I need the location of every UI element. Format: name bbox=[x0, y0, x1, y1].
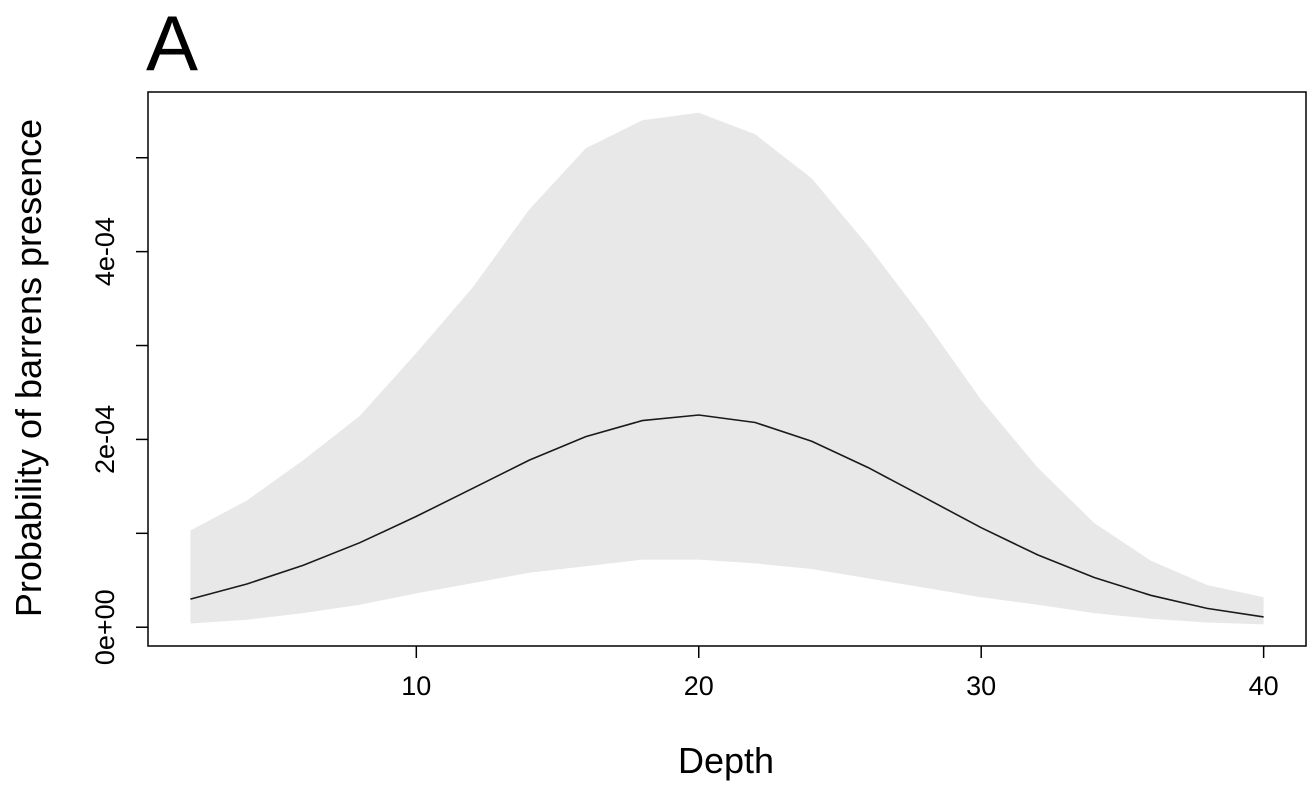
y-tick-label: 2e-04 bbox=[90, 405, 120, 474]
x-tick-label: 20 bbox=[684, 671, 714, 701]
plot-frame bbox=[147, 91, 1307, 647]
panel-label: A bbox=[146, 0, 198, 87]
y-tick-label: 0e+00 bbox=[90, 589, 120, 665]
axes: 10 20 30 40 0e+00 2e-04 4e-04 bbox=[90, 91, 1307, 701]
x-tick-label: 10 bbox=[401, 671, 431, 701]
y-axis-title: Probability of barrens presence bbox=[8, 119, 49, 617]
fitted-line bbox=[190, 414, 1264, 618]
x-tick-label: 30 bbox=[966, 671, 996, 701]
x-tick-label: 40 bbox=[1249, 671, 1279, 701]
confidence-band bbox=[190, 112, 1264, 625]
x-axis-title: Depth bbox=[678, 740, 774, 781]
plot-area bbox=[190, 112, 1264, 625]
y-tick-label: 4e-04 bbox=[90, 217, 120, 286]
